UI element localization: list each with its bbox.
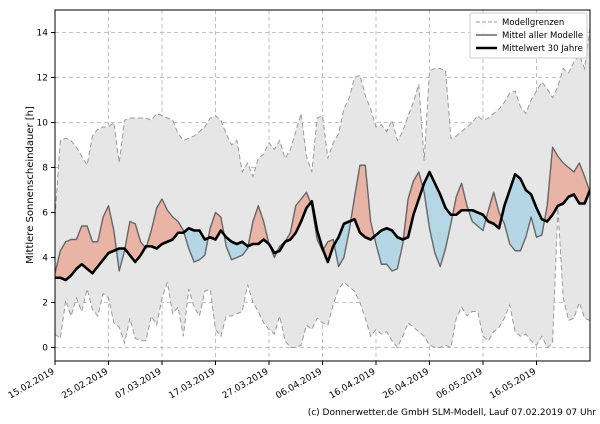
y-tick-label: 2 [42,299,48,309]
y-tick-label: 10 [37,119,49,129]
y-tick-label: 12 [37,74,48,84]
y-tick-label: 14 [37,29,49,39]
y-tick-label: 4 [42,254,48,264]
x-tick-label: 27.03.2019 [221,367,271,402]
above-normal-fill [82,226,87,269]
x-tick-label: 26.04.2019 [381,367,431,402]
above-normal-fill [553,147,558,215]
x-tick-label: 16.05.2019 [488,367,538,402]
above-normal-fill [66,240,71,281]
legend-label-clim-mean: Mittelwert 30 Jahre [502,44,583,54]
x-tick-label: 16.04.2019 [328,367,378,402]
legend: Modellgrenzen Mittel aller Modelle Mitte… [470,13,587,58]
footer-credit: (c) Donnerwetter.de GmbH SLM-Modell, Lau… [308,408,597,418]
legend-label-modellgrenzen: Modellgrenzen [502,18,564,28]
above-normal-fill [360,165,365,237]
x-tick-label: 06.04.2019 [274,367,324,402]
x-tick-label: 06.05.2019 [435,367,485,402]
below-normal-fill [515,174,520,251]
legend-label-model-mean: Mittel aller Modelle [502,31,583,41]
above-normal-fill [558,156,563,206]
below-normal-fill [381,228,386,264]
y-axis-label: Mittlere Sonnenscheindauer [h] [25,106,36,264]
below-normal-fill [194,231,199,263]
x-tick-label: 17.03.2019 [167,367,217,402]
x-tick-label: 15.02.2019 [7,367,57,402]
y-tick-label: 0 [42,344,48,354]
y-tick-label: 6 [42,209,48,219]
x-tick-label: 07.03.2019 [114,367,164,402]
x-tick-label: 25.02.2019 [60,367,110,402]
y-tick-label: 8 [42,164,48,174]
